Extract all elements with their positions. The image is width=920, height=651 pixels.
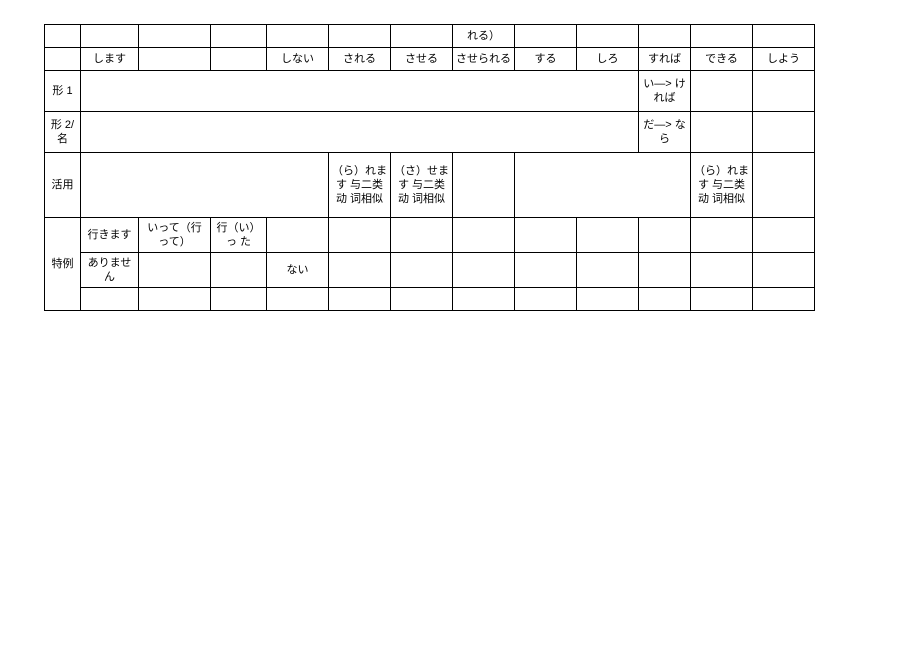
cell-5-11 [691, 218, 753, 253]
cell-3-0: 形 2/ 名 [45, 112, 81, 153]
cell-2-1 [81, 71, 639, 112]
cell-4-1 [81, 153, 329, 218]
cell-1-9: しろ [577, 48, 639, 71]
cell-1-7: させられる [453, 48, 515, 71]
cell-7-7 [453, 288, 515, 311]
cell-0-4 [267, 25, 329, 48]
cell-1-2 [139, 48, 211, 71]
cell-6-2 [139, 253, 211, 288]
cell-1-8: する [515, 48, 577, 71]
cell-6-1: ありませ ん [81, 253, 139, 288]
cell-0-2 [139, 25, 211, 48]
cell-3-12 [753, 112, 815, 153]
cell-0-1 [81, 25, 139, 48]
cell-5-10 [639, 218, 691, 253]
cell-4-12 [753, 153, 815, 218]
cell-4-0: 活用 [45, 153, 81, 218]
cell-3-1 [81, 112, 639, 153]
cell-5-7 [453, 218, 515, 253]
cell-0-0 [45, 25, 81, 48]
cell-3-11 [691, 112, 753, 153]
cell-0-3 [211, 25, 267, 48]
cell-5-3: 行（い）っ た [211, 218, 267, 253]
cell-1-12: しよう [753, 48, 815, 71]
cell-5-5 [329, 218, 391, 253]
cell-6-6 [391, 253, 453, 288]
cell-6-7 [453, 253, 515, 288]
cell-6-3 [211, 253, 267, 288]
cell-1-3 [211, 48, 267, 71]
cell-1-11: できる [691, 48, 753, 71]
cell-1-5: される [329, 48, 391, 71]
cell-6-11 [691, 253, 753, 288]
cell-6-9 [577, 253, 639, 288]
cell-0-5 [329, 25, 391, 48]
cell-6-10 [639, 253, 691, 288]
cell-5-0: 特例 [45, 218, 81, 311]
cell-7-2 [139, 288, 211, 311]
cell-1-1: します [81, 48, 139, 71]
cell-1-10: すれば [639, 48, 691, 71]
cell-7-12 [753, 288, 815, 311]
cell-1-4: しない [267, 48, 329, 71]
cell-4-6: （さ）せま す 与二类动 词相似 [391, 153, 453, 218]
cell-4-5: （ら）れま す 与二类动 词相似 [329, 153, 391, 218]
cell-2-0: 形 1 [45, 71, 81, 112]
cell-2-10: い—> け れば [639, 71, 691, 112]
cell-6-8 [515, 253, 577, 288]
cell-3-10: だ—> な ら [639, 112, 691, 153]
cell-5-9 [577, 218, 639, 253]
cell-2-12 [753, 71, 815, 112]
cell-5-12 [753, 218, 815, 253]
cell-0-12 [753, 25, 815, 48]
cell-5-4 [267, 218, 329, 253]
cell-0-6 [391, 25, 453, 48]
cell-6-5 [329, 253, 391, 288]
cell-4-7 [453, 153, 515, 218]
cell-7-5 [329, 288, 391, 311]
cell-2-11 [691, 71, 753, 112]
cell-6-12 [753, 253, 815, 288]
cell-0-10 [639, 25, 691, 48]
cell-5-1: 行きます [81, 218, 139, 253]
cell-5-8 [515, 218, 577, 253]
cell-7-3 [211, 288, 267, 311]
cell-7-10 [639, 288, 691, 311]
cell-6-4: ない [267, 253, 329, 288]
cell-0-7: れる） [453, 25, 515, 48]
cell-0-9 [577, 25, 639, 48]
cell-0-8 [515, 25, 577, 48]
cell-5-2: いって（行って） [139, 218, 211, 253]
cell-4-11: （ら）れま す 与二类动 词相似 [691, 153, 753, 218]
cell-7-1 [81, 288, 139, 311]
cell-4-8 [515, 153, 691, 218]
cell-7-9 [577, 288, 639, 311]
cell-7-8 [515, 288, 577, 311]
cell-0-11 [691, 25, 753, 48]
conjugation-table: れる） します しないされるさせるさせられるするしろすればできるしよう形 1 い—> … [44, 24, 815, 311]
cell-1-6: させる [391, 48, 453, 71]
cell-5-6 [391, 218, 453, 253]
cell-7-6 [391, 288, 453, 311]
cell-7-4 [267, 288, 329, 311]
cell-7-11 [691, 288, 753, 311]
cell-1-0 [45, 48, 81, 71]
